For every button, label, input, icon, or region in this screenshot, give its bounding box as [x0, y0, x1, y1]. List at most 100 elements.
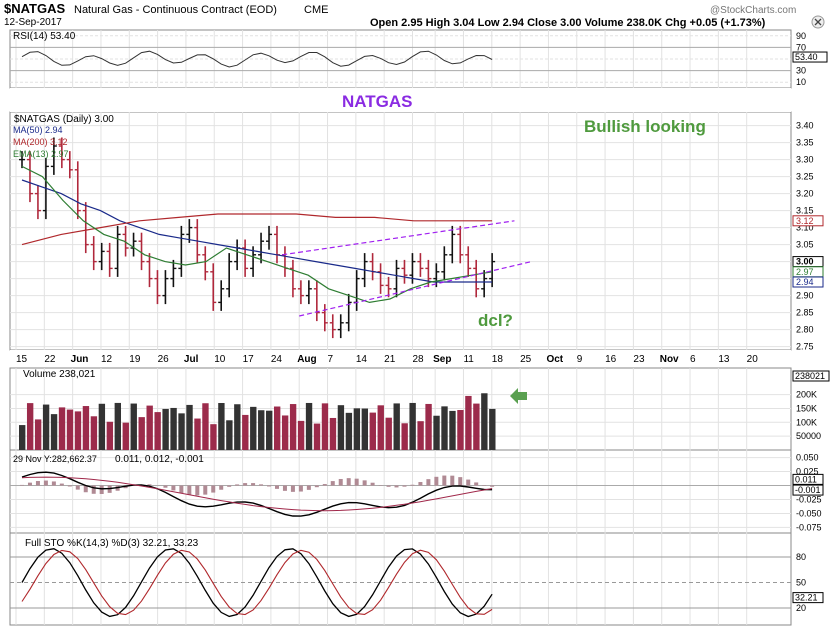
macd-histogram-bar — [20, 484, 24, 486]
price-tick-label: 2.85 — [796, 308, 814, 318]
price-tag-box — [792, 215, 824, 227]
macd-histogram-bar — [147, 484, 152, 486]
ma50-legend: MA(50) 2.94 — [13, 125, 63, 135]
macd-histogram-bar — [171, 485, 176, 491]
x-tick-label: 17 — [243, 354, 255, 365]
x-tick-label: 26 — [158, 354, 170, 365]
price-tick-label: 2.80 — [796, 325, 814, 335]
volume-bar — [297, 420, 305, 450]
vol-tick-label: 100K — [796, 417, 817, 427]
macd-histogram-bar — [227, 485, 232, 487]
volume-bar — [473, 403, 480, 450]
volume-bar — [337, 405, 345, 450]
rsi-panel: 907050301053.40 — [21, 31, 828, 87]
macd-histogram-bar — [450, 475, 455, 486]
volume-bar — [273, 406, 281, 450]
macd-tag: 0.011 — [795, 474, 817, 484]
x-tick-label: Jul — [184, 354, 199, 365]
volume-bar — [82, 406, 90, 450]
macd-values: 0.011, 0.012, -0.001 — [115, 454, 204, 465]
ema13-legend: EMA(13) 2.97 — [13, 149, 69, 159]
macd-histogram-bar — [410, 484, 415, 486]
x-tick-label: 21 — [384, 354, 396, 365]
volume-bar — [401, 423, 408, 450]
price-tag: 2.94 — [796, 277, 814, 287]
x-tick-label: Sep — [433, 354, 451, 365]
rsi-tick-label: 30 — [796, 66, 806, 76]
volume-bar — [34, 419, 42, 450]
x-tick-label: 19 — [129, 354, 141, 365]
volume-bar — [281, 415, 289, 450]
volume-bar — [226, 420, 233, 450]
price-tick-label: 3.10 — [796, 223, 814, 233]
sto-tick-label: 20 — [796, 603, 806, 613]
volume-label: Volume 238,021 — [23, 369, 96, 380]
volume-bar — [202, 403, 209, 450]
sto-tick-label: 50 — [796, 578, 806, 588]
volume-bar — [210, 424, 217, 450]
rsi-tick-label: 90 — [796, 31, 806, 41]
volume-bar — [457, 410, 464, 450]
macd-signal-line — [21, 476, 493, 512]
volume-bar — [114, 402, 121, 450]
macd-histogram-bar — [370, 482, 375, 486]
sto-tick-label: 80 — [796, 552, 806, 562]
volume-bar — [425, 403, 432, 450]
macd-histogram-bar — [306, 485, 311, 490]
volume-bar — [130, 403, 137, 450]
macd-histogram-bar — [187, 485, 192, 495]
price-tick-label: 3.25 — [796, 172, 814, 182]
volume-bar — [194, 418, 201, 450]
volume-bar — [138, 417, 145, 450]
volume-bar — [465, 395, 472, 450]
volume-bar — [234, 404, 241, 450]
dcl-annotation: dcl? — [478, 311, 513, 330]
x-tick-label: 20 — [747, 354, 759, 365]
volume-bar — [74, 411, 82, 450]
volume-bar — [345, 412, 353, 450]
natgas-title-band — [10, 88, 791, 112]
rsi-line — [21, 50, 493, 68]
macd-tick-label: 0.050 — [796, 453, 819, 463]
x-tick-label: Oct — [546, 354, 563, 365]
x-tick-label: 11 — [463, 354, 474, 365]
volume-bar — [50, 414, 58, 450]
macd-date-label: 29 Nov Y:282,662.37 — [13, 454, 97, 464]
macd-tag-box — [792, 473, 824, 485]
volume-bar — [90, 416, 98, 450]
macd-histogram-bar — [354, 478, 359, 486]
x-axis-band — [10, 350, 791, 366]
macd-histogram-bar — [203, 485, 208, 495]
vol-tag-box — [792, 370, 830, 382]
volume-bar — [122, 422, 129, 450]
macd-tick-label: -0.050 — [796, 508, 822, 518]
volume-bar — [433, 415, 440, 450]
price-tick-label: 3.30 — [796, 155, 814, 165]
volume-bar — [329, 417, 337, 450]
rsi-tag-box — [792, 51, 828, 63]
rsi-tag: 53.40 — [795, 52, 818, 62]
panel-frame-sto — [9, 532, 792, 626]
macd-histogram-bar — [426, 479, 431, 486]
volume-bar — [369, 412, 376, 450]
volume-bar — [178, 413, 185, 450]
macd-tick-label: -0.075 — [796, 522, 822, 532]
macd-histogram-bar — [59, 483, 64, 486]
macd-panel: 0.0500.0250.000-0.025-0.050-0.0750.011-0… — [20, 453, 824, 532]
volume-bar — [66, 409, 74, 450]
close-icon[interactable] — [811, 15, 825, 29]
volume-bar — [250, 406, 257, 450]
macd-histogram-bar — [179, 485, 184, 494]
macd-histogram-bar — [211, 485, 216, 493]
rsi-tick-label: 10 — [796, 77, 806, 87]
macd-line — [21, 471, 493, 517]
volume-bar — [377, 405, 384, 450]
macd-histogram-bar — [35, 481, 40, 486]
x-tick-label: 9 — [577, 354, 583, 365]
macd-histogram-bar — [75, 485, 80, 490]
price-tag: 3.12 — [796, 216, 814, 226]
price-panel: 3.403.353.303.253.203.153.103.053.002.95… — [19, 121, 824, 352]
x-tick-label: 18 — [492, 354, 504, 365]
macd-histogram-bar — [402, 485, 407, 487]
